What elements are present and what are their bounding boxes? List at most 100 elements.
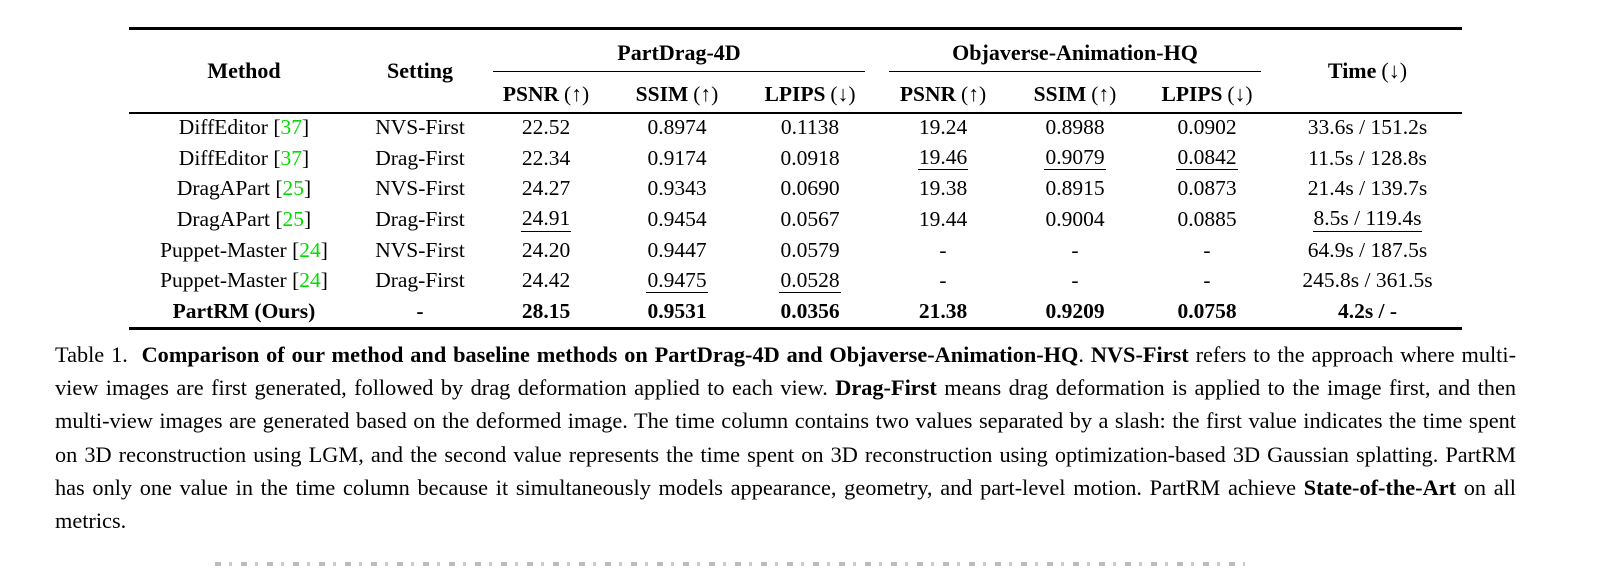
setting-value: NVS-First xyxy=(375,237,465,262)
metric-value-cell: 0.0885 xyxy=(1141,204,1273,235)
header-separator-rule xyxy=(129,112,1462,114)
group-header-partdrag4d: PartDrag-4D xyxy=(481,30,877,76)
cell-value: 0.0918 xyxy=(780,145,840,170)
metric-value-cell: 21.38 xyxy=(877,296,1009,327)
method-cell: DragAPart [25] xyxy=(176,176,312,201)
metric-value-cell: 0.9531 xyxy=(611,296,743,327)
cell-value: 21.4s / 139.7s xyxy=(1307,176,1428,201)
metric-value-cell: 24.42 xyxy=(481,266,611,297)
cell-value: 0.0902 xyxy=(1177,114,1237,139)
method-cell: Puppet-Master [24] xyxy=(160,237,328,262)
metric-value-cell: 19.44 xyxy=(877,204,1009,235)
metric-value-cell: 0.9454 xyxy=(611,204,743,235)
cell-value: - xyxy=(939,268,947,293)
metric-header-psnr: PSNR (↑) xyxy=(877,76,1009,112)
metric-value-cell: 0.8988 xyxy=(1009,112,1141,143)
method-cell: DragAPart [25] xyxy=(176,206,312,231)
cell-value: 0.0356 xyxy=(780,299,840,324)
method-cell: DiffEditor [37] xyxy=(178,114,310,139)
metric-value-cell: 0.0842 xyxy=(1141,143,1273,174)
time-cell: 245.8s / 361.5s xyxy=(1273,266,1462,297)
setting-value: - xyxy=(416,299,424,324)
cell-value: - xyxy=(1203,237,1211,262)
cell-value: 0.9447 xyxy=(647,237,707,262)
cell-value: 22.34 xyxy=(521,145,571,170)
citation-link[interactable]: 24 xyxy=(299,237,321,262)
cell-value: 0.0758 xyxy=(1177,299,1237,324)
metric-header-label: PSNR xyxy=(502,81,560,106)
cell-value: 33.6s / 151.2s xyxy=(1307,114,1428,139)
setting-cell: Drag-First xyxy=(359,204,481,235)
metric-value-cell: 0.0758 xyxy=(1141,296,1273,327)
cell-value: 19.38 xyxy=(918,176,968,201)
setting-cell: NVS-First xyxy=(359,173,481,204)
metric-value-cell: 0.0567 xyxy=(743,204,877,235)
cell-value: - xyxy=(939,237,947,262)
cell-value: 0.9343 xyxy=(647,176,707,201)
cell-value: 0.9454 xyxy=(647,206,707,231)
up-arrow-icon: (↑) xyxy=(961,81,987,106)
caption-segment: Table 1. xyxy=(55,342,142,367)
cell-value: 0.8988 xyxy=(1045,114,1105,139)
group-header-objaverse: Objaverse-Animation-HQ xyxy=(877,30,1273,76)
method-cell: Puppet-Master [24] xyxy=(160,268,328,293)
caption-segment: refers to the approach where multi-view … xyxy=(55,342,1516,401)
setting-cell: - xyxy=(359,296,481,327)
up-arrow-icon: (↑) xyxy=(1091,81,1117,106)
down-arrow-icon: (↓) xyxy=(1227,81,1253,106)
caption-segment: Drag-First xyxy=(835,375,937,401)
metric-header-lpips: LPIPS (↓) xyxy=(1141,76,1273,112)
results-table: Method Setting PartDrag-4D Objaverse-Ani… xyxy=(129,27,1462,330)
citation-link[interactable]: 25 xyxy=(282,176,305,201)
cell-value: 0.0690 xyxy=(780,176,840,201)
metric-value-cell: 0.0528 xyxy=(743,266,877,297)
metric-value-cell: 24.91 xyxy=(481,204,611,235)
cell-value: - xyxy=(1071,237,1079,262)
setting-cell: Drag-First xyxy=(359,266,481,297)
cell-value: 4.2s / - xyxy=(1337,299,1398,324)
citation-link[interactable]: 25 xyxy=(282,206,305,231)
metric-value-cell: 0.0918 xyxy=(743,143,877,174)
metric-value-cell: 19.38 xyxy=(877,173,1009,204)
time-cell: 21.4s / 139.7s xyxy=(1273,173,1462,204)
setting-value: Drag-First xyxy=(375,145,465,170)
metric-value-cell: 0.9079 xyxy=(1009,143,1141,174)
metric-value-cell: 19.24 xyxy=(877,112,1009,143)
metric-header-ssim: SSIM (↑) xyxy=(1009,76,1141,112)
metric-header-psnr: PSNR (↑) xyxy=(481,76,611,112)
cell-value: 0.1138 xyxy=(780,114,840,139)
setting-cell: NVS-First xyxy=(359,235,481,266)
cell-value: 11.5s / 128.8s xyxy=(1308,145,1427,170)
setting-value: NVS-First xyxy=(375,176,465,201)
metric-header-label: SSIM xyxy=(1033,81,1087,106)
cell-value: 24.91 xyxy=(520,206,572,232)
cell-value: 0.0885 xyxy=(1177,206,1237,231)
up-arrow-icon: (↑) xyxy=(564,81,590,106)
caption-segment: NVS-First xyxy=(1090,342,1189,367)
up-arrow-icon: (↑) xyxy=(693,81,719,106)
citation-link[interactable]: 37 xyxy=(280,114,303,139)
caption-segment: on all metrics. xyxy=(55,474,1517,534)
citation-link[interactable]: 24 xyxy=(299,268,321,293)
method-name: Puppet-Master xyxy=(160,268,287,293)
cell-value: 24.27 xyxy=(521,176,571,201)
metric-value-cell: 0.9004 xyxy=(1009,204,1141,235)
metric-value-cell: - xyxy=(1141,235,1273,266)
metric-value-cell: - xyxy=(1141,266,1273,297)
cell-value: 24.42 xyxy=(521,268,571,293)
method-cell: PartRM (Ours) xyxy=(129,296,359,327)
cell-value: 0.9174 xyxy=(647,145,707,170)
metric-value-cell: 0.9475 xyxy=(611,266,743,297)
setting-value: Drag-First xyxy=(375,206,465,231)
metric-value-cell: 0.9174 xyxy=(611,143,743,174)
group-header-label: Objaverse-Animation-HQ xyxy=(952,40,1198,65)
metric-header-ssim: SSIM (↑) xyxy=(611,76,743,112)
col-header-setting: Setting xyxy=(387,58,453,83)
cell-value: 245.8s / 361.5s xyxy=(1302,268,1433,293)
time-cell: 33.6s / 151.2s xyxy=(1273,112,1462,143)
metric-value-cell: - xyxy=(877,235,1009,266)
cell-value: 8.5s / 119.4s xyxy=(1312,206,1423,232)
setting-value: NVS-First xyxy=(375,114,465,139)
cell-value: 0.8915 xyxy=(1045,176,1105,201)
citation-link[interactable]: 37 xyxy=(280,145,303,170)
